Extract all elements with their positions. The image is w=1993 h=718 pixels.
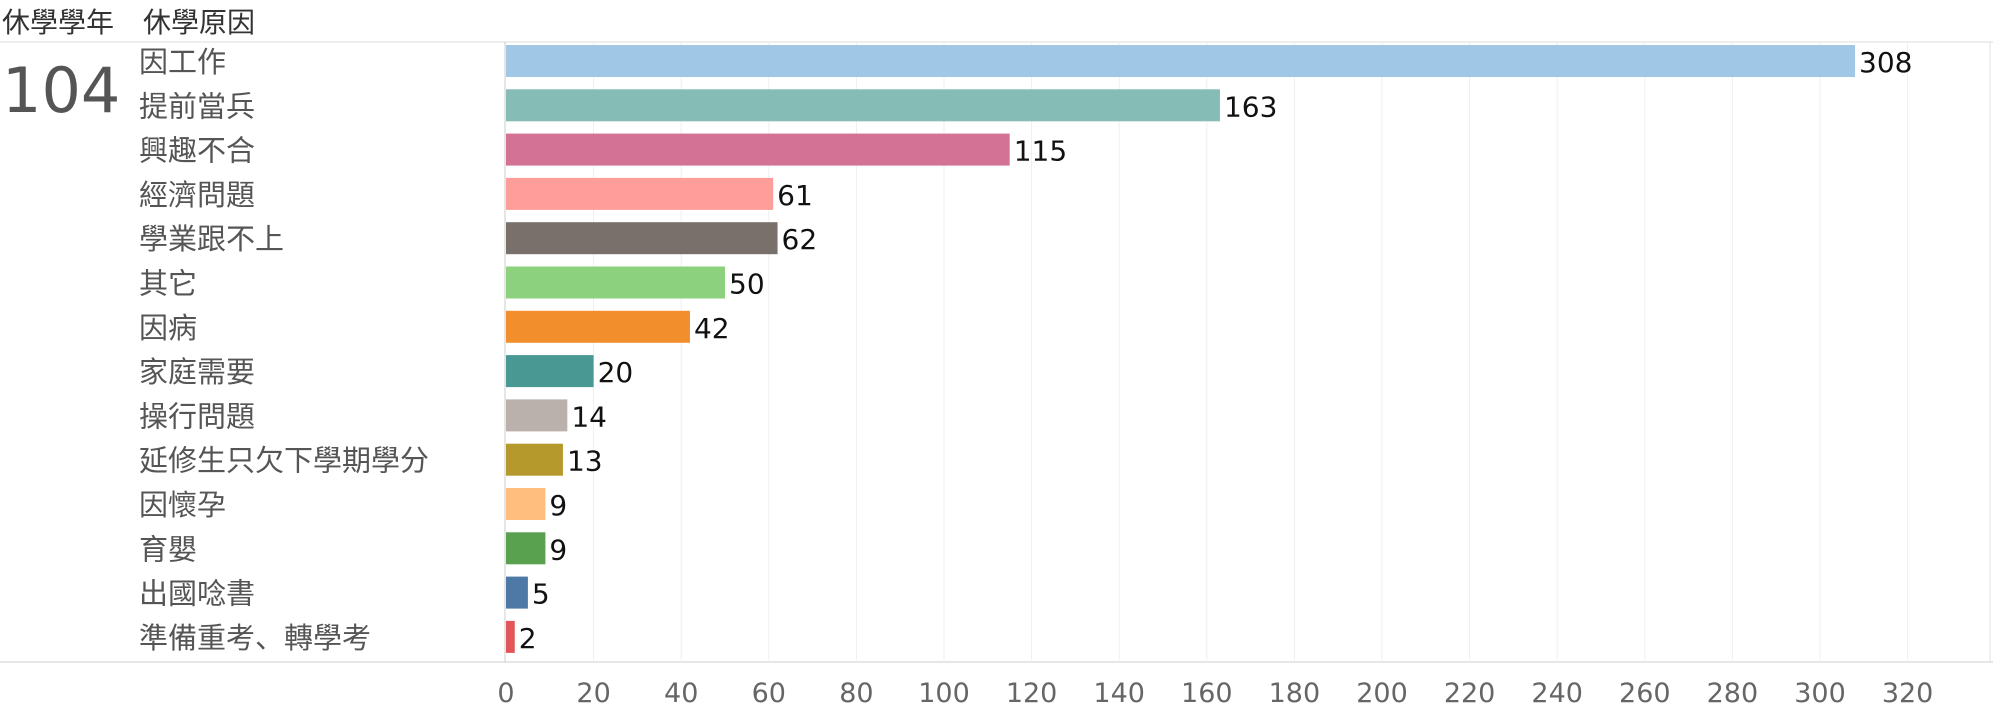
category-label: 興趣不合 [139, 134, 255, 168]
category-label: 提前當兵 [139, 89, 255, 123]
category-label: 育嬰 [139, 532, 197, 566]
bar [506, 399, 568, 432]
category-label: 因病 [139, 311, 197, 345]
data-label: 20 [598, 356, 634, 389]
bar [506, 45, 1856, 77]
x-tick-label: 120 [1006, 678, 1058, 709]
x-tick-label: 60 [752, 678, 786, 709]
data-label: 9 [549, 489, 567, 522]
bar [506, 266, 725, 299]
bar [506, 310, 690, 343]
x-tick-label: 100 [918, 678, 970, 709]
year-label: 104 [2, 54, 120, 127]
bar [506, 443, 563, 476]
data-label: 61 [777, 179, 813, 212]
category-label: 學業跟不上 [139, 222, 284, 256]
x-tick-label: 260 [1619, 678, 1671, 709]
bar [506, 488, 546, 520]
bar [506, 532, 546, 565]
category-label: 因懷孕 [139, 488, 226, 522]
data-label: 163 [1224, 90, 1277, 123]
category-label: 家庭需要 [139, 355, 255, 389]
data-label: 5 [532, 578, 550, 611]
header-col1: 休學學年 [2, 6, 114, 39]
x-tick-label: 160 [1181, 678, 1233, 709]
x-tick-label: 140 [1093, 678, 1145, 709]
header-col2: 休學原因 [143, 6, 255, 39]
data-label: 2 [519, 622, 537, 655]
x-tick-label: 200 [1356, 678, 1408, 709]
x-tick-label: 80 [839, 678, 873, 709]
category-label: 因工作 [139, 45, 226, 79]
x-tick-label: 280 [1707, 678, 1759, 709]
x-tick-label: 300 [1794, 678, 1846, 709]
x-tick-label: 220 [1444, 678, 1496, 709]
x-tick-label: 180 [1269, 678, 1321, 709]
data-label: 13 [567, 445, 603, 478]
category-label: 操行問題 [139, 399, 255, 433]
data-label: 308 [1859, 46, 1912, 79]
data-label: 50 [729, 268, 765, 301]
data-label: 14 [571, 400, 607, 433]
bar [506, 177, 774, 210]
data-label: 42 [694, 312, 730, 345]
bar [506, 133, 1010, 166]
bar [506, 355, 594, 388]
x-tick-label: 40 [664, 678, 698, 709]
x-tick-label: 20 [576, 678, 610, 709]
bar [506, 222, 778, 255]
x-tick-label: 0 [497, 678, 514, 709]
category-label: 經濟問題 [139, 178, 255, 212]
bar [506, 576, 528, 609]
bar [506, 89, 1220, 122]
data-label: 9 [549, 533, 567, 566]
category-label: 其它 [139, 267, 197, 301]
data-label: 115 [1014, 135, 1067, 168]
category-label: 延修生只欠下學期學分 [139, 444, 429, 478]
data-label: 62 [782, 223, 818, 256]
category-label: 出國唸書 [139, 577, 255, 611]
bar [506, 620, 515, 653]
x-tick-label: 320 [1882, 678, 1934, 709]
category-label: 準備重考、轉學考 [139, 621, 371, 655]
x-tick-label: 240 [1531, 678, 1583, 709]
